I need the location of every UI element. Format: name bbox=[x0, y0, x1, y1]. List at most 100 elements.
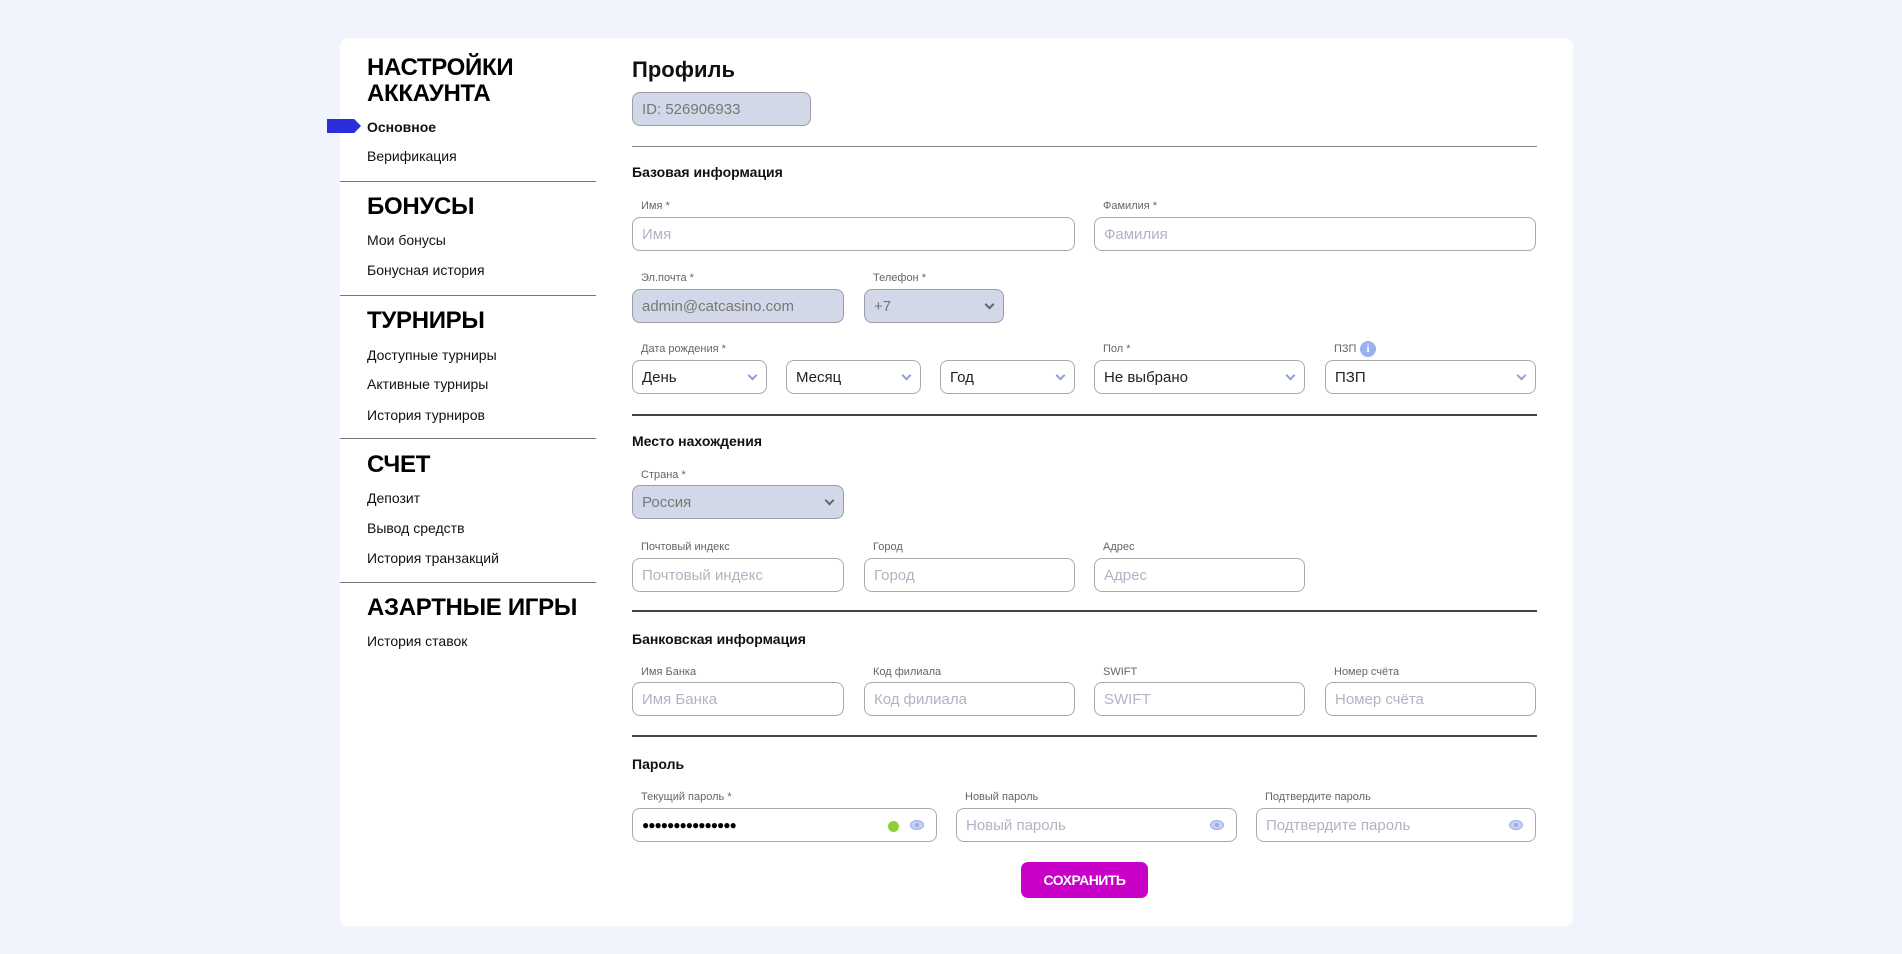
postal-input[interactable]: Почтовый индекс bbox=[632, 558, 844, 592]
sidebar-item-main[interactable]: Основное bbox=[367, 119, 437, 135]
phone-code: +7 bbox=[874, 297, 892, 315]
email-label: Эл.почта * bbox=[641, 272, 694, 284]
pzp-select[interactable]: ПЗП bbox=[1325, 360, 1536, 394]
placeholder: Фамилия bbox=[1104, 225, 1168, 243]
placeholder: Имя bbox=[642, 225, 672, 243]
new-password-label: Новый пароль bbox=[965, 791, 1039, 803]
new-password-input[interactable]: Новый пароль bbox=[956, 808, 1237, 842]
bank-name-label: Имя Банка bbox=[641, 666, 697, 678]
divider bbox=[632, 414, 1537, 416]
phone-label: Телефон * bbox=[873, 272, 926, 284]
birth-date-label: Дата рождения * bbox=[641, 343, 726, 355]
birth-day-select[interactable]: День bbox=[632, 360, 767, 394]
sidebar-item-bonus-history[interactable]: Бонусная история bbox=[367, 262, 485, 278]
placeholder: Почтовый индекс bbox=[642, 566, 763, 584]
user-id-field: ID: 526906933 bbox=[632, 92, 811, 126]
eye-icon[interactable] bbox=[1210, 820, 1224, 830]
chevron-down-icon bbox=[984, 299, 995, 310]
confirm-password-input[interactable]: Подтвердите пароль bbox=[1256, 808, 1536, 842]
city-label: Город bbox=[873, 541, 903, 553]
sidebar-item-my-bonuses[interactable]: Мои бонусы bbox=[367, 232, 446, 248]
account-label: Номер счёта bbox=[1334, 666, 1400, 678]
sidebar-item-deposit[interactable]: Депозит bbox=[367, 490, 421, 506]
section-basic-title: Базовая информация bbox=[632, 164, 783, 180]
placeholder: Имя Банка bbox=[642, 690, 718, 708]
country-label: Страна * bbox=[641, 469, 686, 481]
select-value: ПЗП bbox=[1335, 368, 1366, 386]
placeholder: SWIFT bbox=[1104, 690, 1151, 708]
divider bbox=[340, 295, 596, 296]
phone-code-select[interactable]: +7 bbox=[864, 289, 1004, 323]
sidebar-item-available-tournaments[interactable]: Доступные турниры bbox=[367, 347, 497, 363]
city-input[interactable]: Город bbox=[864, 558, 1075, 592]
placeholder: Город bbox=[874, 566, 915, 584]
divider bbox=[340, 181, 596, 182]
section-password-title: Пароль bbox=[632, 756, 685, 772]
chevron-down-icon bbox=[901, 370, 912, 381]
select-value: Год bbox=[950, 368, 974, 386]
postal-label: Почтовый индекс bbox=[641, 541, 730, 553]
sidebar-item-withdraw[interactable]: Вывод средств bbox=[367, 520, 465, 536]
info-icon[interactable]: i bbox=[1360, 341, 1376, 357]
last-name-input[interactable]: Фамилия bbox=[1094, 217, 1536, 251]
divider bbox=[632, 735, 1537, 737]
birth-month-select[interactable]: Месяц bbox=[786, 360, 921, 394]
swift-input[interactable]: SWIFT bbox=[1094, 682, 1305, 716]
select-value: День bbox=[642, 368, 677, 386]
sidebar-heading-account-balance: СЧЕТ bbox=[367, 451, 431, 478]
divider bbox=[632, 146, 1537, 147]
gender-label: Пол * bbox=[1103, 343, 1131, 355]
first-name-input[interactable]: Имя bbox=[632, 217, 1075, 251]
branch-input[interactable]: Код филиала bbox=[864, 682, 1075, 716]
birth-year-select[interactable]: Год bbox=[940, 360, 1075, 394]
placeholder: Номер счёта bbox=[1335, 690, 1424, 708]
last-name-label: Фамилия * bbox=[1103, 200, 1158, 212]
chevron-down-icon bbox=[1055, 370, 1066, 381]
placeholder: Адрес bbox=[1104, 566, 1147, 584]
sidebar-item-transactions[interactable]: История транзакций bbox=[367, 550, 499, 566]
branch-label: Код филиала bbox=[873, 666, 942, 678]
gender-select[interactable]: Не выбрано bbox=[1094, 360, 1305, 394]
sidebar-heading-gambling: АЗАРТНЫЕ ИГРЫ bbox=[367, 594, 578, 621]
sidebar-heading-bonuses: БОНУСЫ bbox=[367, 193, 475, 220]
confirm-password-label: Подтвердите пароль bbox=[1265, 791, 1371, 803]
email-input: admin@catcasino.com bbox=[632, 289, 844, 323]
sidebar-heading-tournaments: ТУРНИРЫ bbox=[367, 307, 485, 334]
user-id: ID: 526906933 bbox=[642, 100, 741, 118]
sidebar-heading-account-2: АККАУНТА bbox=[367, 80, 491, 107]
sidebar-item-bet-history[interactable]: История ставок bbox=[367, 633, 468, 649]
bank-name-input[interactable]: Имя Банка bbox=[632, 682, 844, 716]
select-value: Месяц bbox=[796, 368, 842, 386]
placeholder: Новый пароль bbox=[966, 816, 1066, 834]
country-select[interactable]: Россия bbox=[632, 485, 844, 519]
address-label: Адрес bbox=[1103, 541, 1135, 553]
sidebar-item-tournament-history[interactable]: История турниров bbox=[367, 407, 485, 423]
eye-icon[interactable] bbox=[910, 820, 924, 830]
account-input[interactable]: Номер счёта bbox=[1325, 682, 1536, 716]
select-value: Россия bbox=[642, 493, 692, 511]
divider bbox=[632, 610, 1537, 612]
chevron-down-icon bbox=[824, 495, 835, 506]
first-name-label: Имя * bbox=[641, 200, 670, 212]
current-password-label: Текущий пароль * bbox=[641, 791, 732, 803]
pzp-label: ПЗП bbox=[1334, 343, 1357, 355]
email-value: admin@catcasino.com bbox=[642, 297, 794, 315]
password-value: ●●●●●●●●●●●●●●● bbox=[642, 818, 737, 832]
chevron-down-icon bbox=[1516, 370, 1527, 381]
divider bbox=[340, 582, 596, 583]
section-location-title: Место нахождения bbox=[632, 433, 763, 449]
address-input[interactable]: Адрес bbox=[1094, 558, 1305, 592]
sidebar-item-verification[interactable]: Верификация bbox=[367, 148, 457, 164]
current-password-input[interactable]: ●●●●●●●●●●●●●●● bbox=[632, 808, 937, 842]
save-button[interactable]: СОХРАНИТЬ bbox=[1021, 862, 1148, 898]
placeholder: Подтвердите пароль bbox=[1266, 816, 1411, 834]
placeholder: Код филиала bbox=[874, 690, 967, 708]
select-value: Не выбрано bbox=[1104, 368, 1188, 386]
swift-label: SWIFT bbox=[1103, 666, 1138, 678]
eye-icon[interactable] bbox=[1509, 820, 1523, 830]
chevron-down-icon bbox=[1285, 370, 1296, 381]
sidebar-item-active-tournaments[interactable]: Активные турниры bbox=[367, 376, 489, 392]
settings-card bbox=[340, 38, 1573, 926]
section-bank-title: Банковская информация bbox=[632, 631, 806, 647]
active-indicator bbox=[327, 119, 361, 133]
